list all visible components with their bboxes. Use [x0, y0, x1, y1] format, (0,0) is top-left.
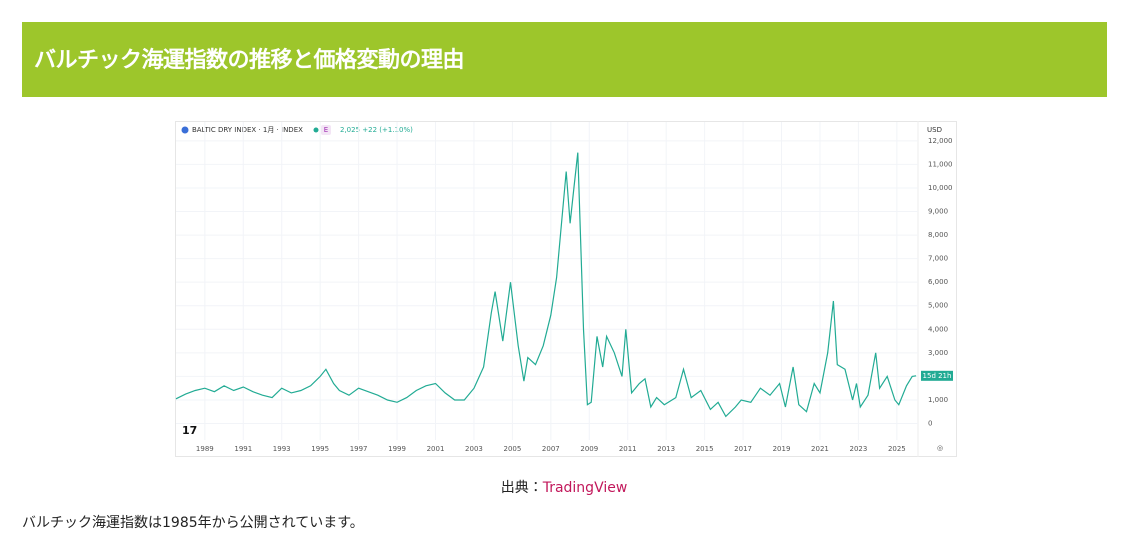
price-label: 15d 21h — [923, 372, 952, 380]
caption-prefix: 出典： — [500, 480, 543, 496]
x-tick-label: 2003 — [465, 445, 483, 453]
y-tick-label: 9,000 — [928, 208, 948, 216]
badge-bg — [321, 125, 331, 135]
x-tick-label: 2023 — [849, 445, 867, 453]
flag-icon — [181, 126, 189, 134]
y-tick-label: 1,000 — [928, 396, 948, 404]
caption: 出典：TradingView — [0, 477, 1128, 497]
status-dot — [313, 127, 319, 133]
body-text: バルチック海運指数は1985年から公開されています。 — [22, 515, 364, 531]
y-tick-label: 4,000 — [928, 325, 948, 333]
caption-link[interactable]: TradingView — [542, 480, 628, 496]
tv-logo: 17 — [182, 424, 197, 437]
x-tick-label: 2013 — [657, 445, 675, 453]
badge: E — [324, 126, 328, 134]
quote: 2,025 +22 (+1.10%) — [340, 126, 413, 134]
x-tick-label: 2007 — [542, 445, 560, 453]
x-tick-label: 2009 — [580, 445, 598, 453]
y-tick-label: 10,000 — [928, 184, 953, 192]
y-tick-label: 5,000 — [928, 302, 948, 310]
title: バルチック海運指数の推移と価格変動の理由 — [34, 48, 465, 73]
x-tick-label: 1995 — [311, 445, 329, 453]
x-tick-label: 2011 — [619, 445, 637, 453]
y-tick-label: 6,000 — [928, 278, 948, 286]
x-tick-label: 2017 — [734, 445, 752, 453]
x-tick-label: 1993 — [273, 445, 291, 453]
y-tick-label: 12,000 — [928, 137, 953, 145]
y-tick-label: 7,000 — [928, 255, 948, 263]
x-tick-label: 1991 — [234, 445, 252, 453]
x-tick-label: 2001 — [427, 445, 445, 453]
x-tick-label: 2015 — [696, 445, 714, 453]
x-tick-label: 2021 — [811, 445, 829, 453]
currency[interactable]: USD — [927, 126, 942, 134]
price-label-bg — [921, 370, 953, 381]
settings-icon[interactable]: ◎ — [937, 444, 943, 452]
line — [175, 152, 917, 418]
y-tick-label: 8,000 — [928, 231, 948, 239]
y-tick-label: 11,000 — [928, 160, 953, 168]
header: バルチック海運指数の推移と価格変動の理由 — [22, 22, 1107, 97]
x-tick-label: 1999 — [388, 445, 406, 453]
y-tick-label: 3,000 — [928, 349, 948, 357]
x-tick-label: 2005 — [503, 445, 521, 453]
x-tick-label: 1997 — [350, 445, 368, 453]
y-tick-label: 0 — [928, 420, 932, 428]
x-tick-label: 1989 — [196, 445, 214, 453]
chart: BALTIC DRY INDEX · 1月 · INDEX E 2,025 +2… — [175, 121, 957, 457]
x-tick-label: 2025 — [888, 445, 906, 453]
symbol: BALTIC DRY INDEX · 1月 · INDEX — [192, 126, 303, 134]
x-tick-label: 2019 — [773, 445, 791, 453]
